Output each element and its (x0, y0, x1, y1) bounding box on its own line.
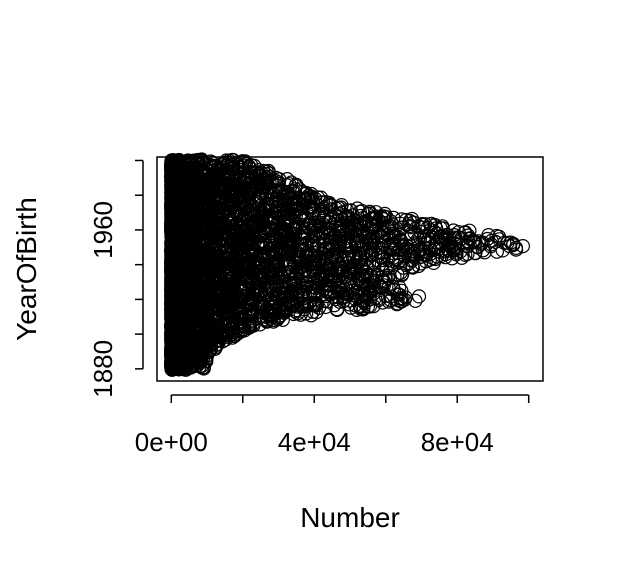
data-point (447, 228, 462, 243)
data-point (435, 219, 450, 234)
data-point (219, 153, 234, 168)
x-tick-label: 4e+04 (278, 427, 351, 457)
data-point (362, 206, 377, 221)
data-point (196, 155, 212, 170)
data-point (394, 283, 409, 298)
data-point (394, 212, 409, 227)
data-point (375, 249, 390, 264)
data-point (508, 240, 524, 255)
data-point (462, 223, 477, 238)
data-point (234, 214, 249, 230)
data-point (297, 191, 312, 206)
data-point (506, 236, 521, 251)
x-tick-label: 8e+04 (421, 427, 494, 457)
data-point (465, 233, 481, 248)
y-axis: 1880 1960 (88, 159, 144, 398)
data-point (280, 172, 295, 187)
data-point (256, 163, 271, 179)
data-point (368, 205, 384, 220)
y-tick-label: 1960 (88, 201, 118, 259)
data-point (424, 216, 439, 231)
data-point (350, 201, 365, 216)
data-point (251, 163, 266, 178)
data-point (390, 287, 405, 302)
data-point (481, 228, 496, 243)
data-point (377, 206, 392, 221)
data-point (199, 157, 214, 172)
y-tick-label: 1880 (88, 340, 118, 398)
dense-core (165, 163, 197, 369)
x-axis-title: Number (300, 502, 400, 533)
data-point (411, 289, 427, 304)
data-point (226, 152, 241, 168)
data-point (416, 217, 431, 232)
plot-box (156, 156, 544, 382)
data-point (461, 228, 476, 243)
data-point (404, 211, 420, 227)
data-point (408, 293, 423, 308)
y-axis-title: YearOfBirth (11, 197, 42, 341)
data-point (489, 228, 504, 244)
data-point (377, 209, 392, 224)
x-axis: 0e+00 4e+04 8e+04 (135, 394, 530, 457)
data-point (318, 299, 333, 315)
data-point (205, 155, 220, 170)
data-point (324, 236, 339, 251)
data-point (341, 250, 357, 265)
data-point (261, 163, 276, 179)
data-point (194, 153, 209, 168)
x-tick-label: 0e+00 (135, 427, 208, 457)
data-points (164, 152, 531, 377)
